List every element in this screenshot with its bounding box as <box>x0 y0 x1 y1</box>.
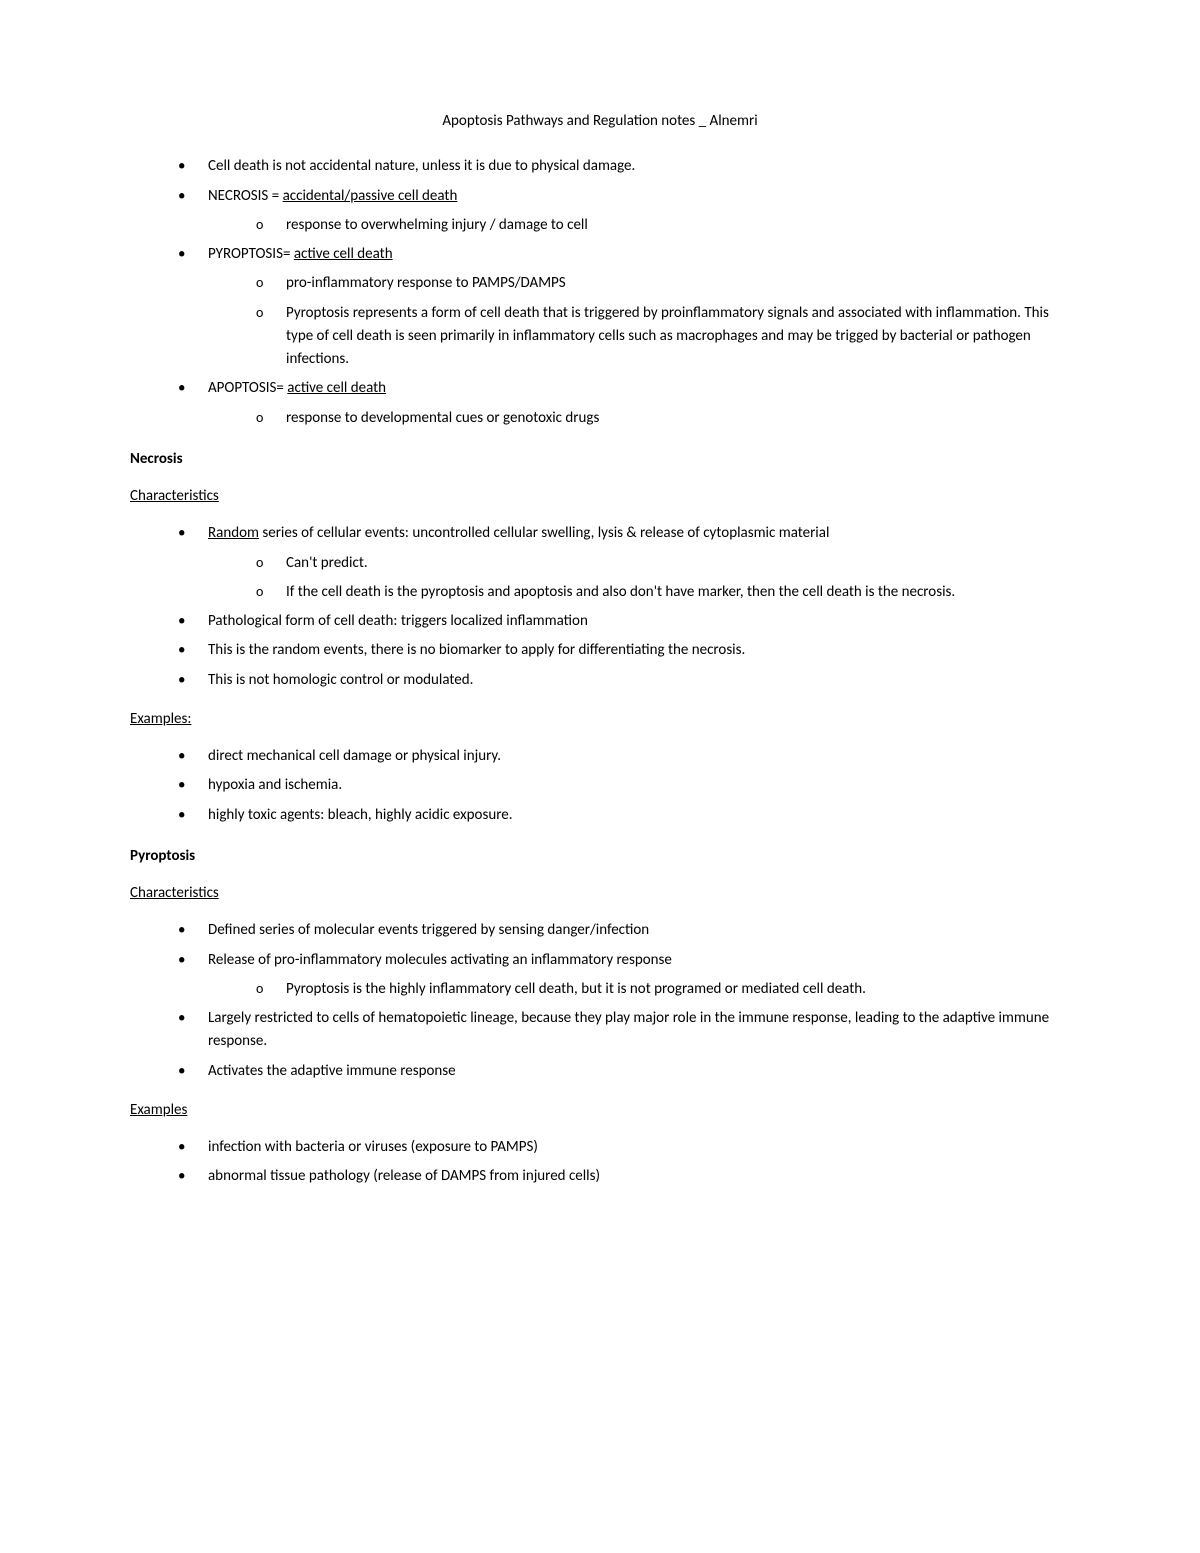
list-item: Pyroptosis is the highly inflammatory ce… <box>256 978 1070 1001</box>
pyroptosis-characteristics-list: Defined series of molecular events trigg… <box>130 919 1070 1083</box>
pyroptosis-examples-list: infection with bacteria or viruses (expo… <box>130 1136 1070 1189</box>
list-item: response to overwhelming injury / damage… <box>256 214 1070 237</box>
text: APOPTOSIS= <box>208 379 287 397</box>
sub-heading-characteristics: Characteristics <box>130 485 1070 508</box>
list-item: Release of pro-inflammatory molecules ac… <box>178 949 1070 1002</box>
sub-list: Can't predict. If the cell death is the … <box>208 552 1070 605</box>
sub-list: Pyroptosis is the highly inflammatory ce… <box>208 978 1070 1001</box>
list-item: Cell death is not accidental nature, unl… <box>178 155 1070 178</box>
text-underlined: accidental/passive cell death <box>283 187 458 205</box>
list-item: This is not homologic control or modulat… <box>178 669 1070 692</box>
list-item: abnormal tissue pathology (release of DA… <box>178 1165 1070 1188</box>
text: Release of pro-inflammatory molecules ac… <box>208 951 672 969</box>
list-item: Pathological form of cell death: trigger… <box>178 610 1070 633</box>
list-item: Can't predict. <box>256 552 1070 575</box>
section-heading-pyroptosis: Pyroptosis <box>130 845 1070 868</box>
list-item: direct mechanical cell damage or physica… <box>178 745 1070 768</box>
document-page: Apoptosis Pathways and Regulation notes … <box>0 0 1200 1553</box>
text-underlined: active cell death <box>287 379 386 397</box>
list-item: Activates the adaptive immune response <box>178 1060 1070 1083</box>
sub-heading-examples: Examples <box>130 1099 1070 1122</box>
text-underlined: active cell death <box>294 245 393 263</box>
list-item: Largely restricted to cells of hematopoi… <box>178 1007 1070 1054</box>
list-item: NECROSIS = accidental/passive cell death… <box>178 185 1070 238</box>
sub-list: response to developmental cues or genoto… <box>208 407 1070 430</box>
intro-list: Cell death is not accidental nature, unl… <box>130 155 1070 430</box>
list-item: APOPTOSIS= active cell death response to… <box>178 377 1070 430</box>
necrosis-characteristics-list: Random series of cellular events: uncont… <box>130 522 1070 692</box>
document-title: Apoptosis Pathways and Regulation notes … <box>130 110 1070 133</box>
list-item: Defined series of molecular events trigg… <box>178 919 1070 942</box>
list-item: If the cell death is the pyroptosis and … <box>256 581 1070 604</box>
list-item: highly toxic agents: bleach, highly acid… <box>178 804 1070 827</box>
list-item: hypoxia and ischemia. <box>178 774 1070 797</box>
text: PYROPTOSIS= <box>208 245 294 263</box>
text: NECROSIS = <box>208 187 283 205</box>
section-heading-necrosis: Necrosis <box>130 448 1070 471</box>
necrosis-examples-list: direct mechanical cell damage or physica… <box>130 745 1070 827</box>
sub-heading-characteristics: Characteristics <box>130 882 1070 905</box>
list-item: Random series of cellular events: uncont… <box>178 522 1070 604</box>
list-item: PYROPTOSIS= active cell death pro-inflam… <box>178 243 1070 371</box>
sub-list: response to overwhelming injury / damage… <box>208 214 1070 237</box>
sub-heading-examples: Examples: <box>130 708 1070 731</box>
sub-list: pro-inflammatory response to PAMPS/DAMPS… <box>208 272 1070 371</box>
text: series of cellular events: uncontrolled … <box>259 524 829 542</box>
list-item: response to developmental cues or genoto… <box>256 407 1070 430</box>
list-item: This is the random events, there is no b… <box>178 639 1070 662</box>
list-item: pro-inflammatory response to PAMPS/DAMPS <box>256 272 1070 295</box>
list-item: Pyroptosis represents a form of cell dea… <box>256 302 1070 372</box>
text-underlined: Random <box>208 524 259 542</box>
list-item: infection with bacteria or viruses (expo… <box>178 1136 1070 1159</box>
